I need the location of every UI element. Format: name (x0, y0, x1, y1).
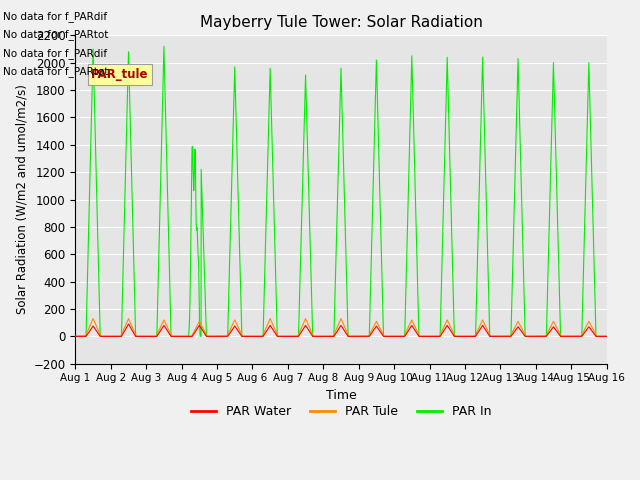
Text: No data for f_PARtot: No data for f_PARtot (3, 29, 109, 40)
X-axis label: Time: Time (326, 389, 356, 402)
Title: Mayberry Tule Tower: Solar Radiation: Mayberry Tule Tower: Solar Radiation (200, 15, 483, 30)
Text: No data for f_PARtot: No data for f_PARtot (3, 66, 109, 77)
Text: PAR_tule: PAR_tule (92, 68, 149, 81)
Legend: PAR Water, PAR Tule, PAR In: PAR Water, PAR Tule, PAR In (186, 400, 496, 423)
Y-axis label: Solar Radiation (W/m2 and umol/m2/s): Solar Radiation (W/m2 and umol/m2/s) (15, 84, 28, 314)
Text: No data for f_PARdif: No data for f_PARdif (3, 48, 108, 59)
Text: No data for f_PARdif: No data for f_PARdif (3, 11, 108, 22)
